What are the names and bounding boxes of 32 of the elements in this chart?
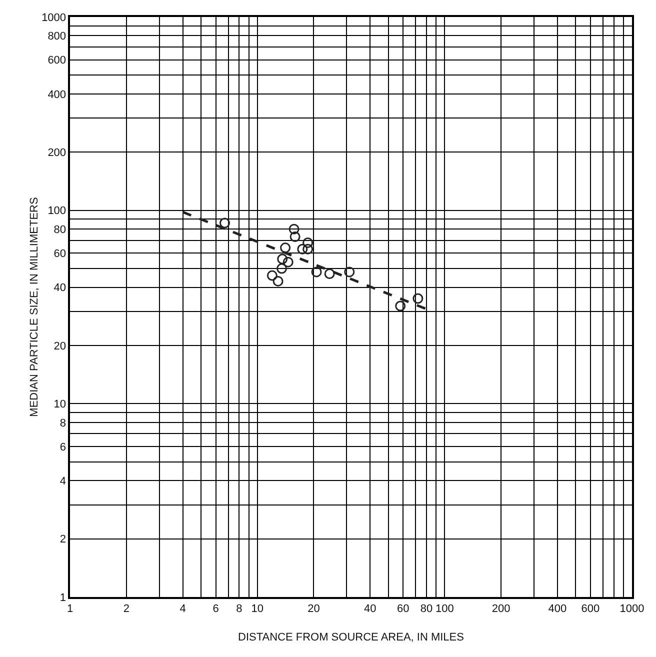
y-tick-label: 80 — [54, 224, 66, 236]
x-tick-label: 40 — [364, 602, 376, 615]
x-tick-label: 20 — [308, 602, 320, 615]
y-axis-title: MEDIAN PARTICLE SIZE, IN MILLIMETERS — [28, 197, 40, 417]
x-tick-label: 10 — [251, 602, 264, 615]
y-tick-label: 1000 — [42, 12, 66, 24]
y-tick-label: 10 — [54, 398, 66, 411]
y-tick-label: 8 — [60, 417, 66, 430]
x-axis-title: DISTANCE FROM SOURCE AREA, IN MILES — [238, 632, 464, 644]
x-tick-label: 600 — [581, 602, 600, 615]
y-tick-label: 800 — [48, 30, 66, 43]
x-tick-label: 400 — [548, 602, 567, 615]
y-tick-label: 20 — [54, 340, 66, 352]
y-tick-label: 100 — [48, 205, 66, 218]
y-tick-label: 2 — [60, 534, 66, 546]
x-tick-label: 4 — [180, 602, 186, 615]
y-tick-label: 60 — [54, 248, 66, 260]
x-tick-label: 80 — [420, 602, 433, 615]
y-tick-label: 6 — [60, 441, 66, 454]
y-tick-label: 40 — [54, 282, 66, 294]
x-tick-label: 100 — [435, 602, 454, 615]
y-tick-label: 1 — [60, 592, 66, 604]
y-tick-label: 200 — [48, 146, 66, 159]
x-tick-label: 6 — [212, 602, 219, 615]
x-tick-label: 60 — [396, 602, 410, 615]
x-tick-label: 1000 — [620, 602, 644, 615]
x-tick-label: 8 — [236, 602, 242, 615]
x-tick-label: 2 — [123, 602, 130, 615]
y-tick-label: 400 — [48, 88, 66, 101]
x-tick-label: 200 — [492, 602, 510, 615]
y-tick-label: 4 — [60, 475, 66, 488]
y-tick-label: 600 — [48, 54, 66, 67]
